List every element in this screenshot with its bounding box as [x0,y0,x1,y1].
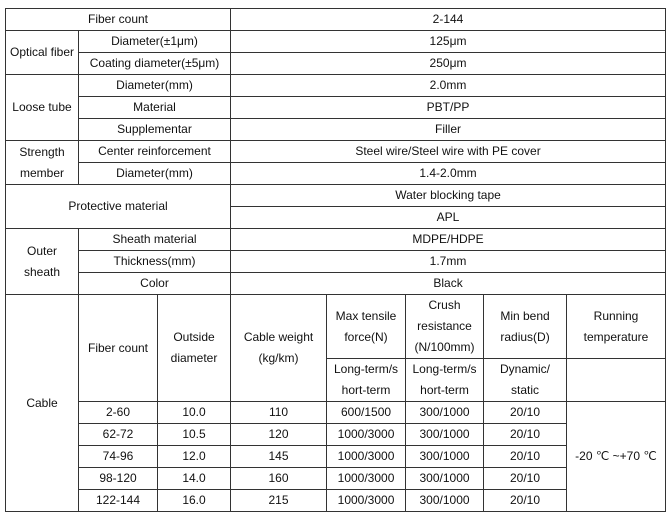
table-row: Diameter(mm) 1.4-2.0mm [6,162,667,185]
data-cell: 20/10 [483,489,568,512]
data-cell: 300/1000 [405,423,485,446]
column-header: Fiber count [78,294,158,402]
row-value: 2-144 [230,8,667,31]
row-label: Color [77,272,232,295]
row-label: Coating diameter(±5μm) [77,52,232,75]
data-cell: 2-60 [78,401,158,424]
table-row: Strength member Center reinforcement Steel… [5,140,667,185]
table-row: Cable Fiber count Outside diameter Cable we… [5,294,667,512]
group-label: Outer sheath [5,228,79,295]
data-cell: 1000/3000 [326,445,407,468]
data-cell: 98-120 [78,467,158,490]
group-label: Cable [5,294,79,512]
data-cell: 14.0 [156,467,232,490]
row-value: Filler [230,118,667,141]
table-row: Protective material Water blocking tape [4,184,667,229]
row-value: Black [230,272,667,295]
row-label: Fiber count [4,8,232,31]
table-row: Color Black [6,272,667,295]
group-label: Optical fiber [5,30,79,75]
row-label: Sheath material [77,228,232,251]
column-header: Cable weight (kg/km) [230,294,328,402]
data-cell: 122-144 [78,489,158,512]
table-row: Loose tube Diameter(mm) 2.0mm [5,74,667,141]
column-subheader: Long-term/s hort-term [326,358,407,402]
data-cell: 300/1000 [405,489,485,512]
data-cell: 215 [230,489,328,512]
table-row: 2-60 10.0 110 600/1500 300/1000 20/10 -20 ℃ ~+… [6,401,667,512]
temperature-cell: -20 ℃ ~+70 ℃ [566,401,667,512]
data-cell: 600/1500 [326,401,407,424]
group-label: Protective material [4,184,232,229]
column-header: Crush resistance (N/100mm) [405,294,485,359]
table-row: 98-120 14.0 160 1000/3000 300/1000 20/10 [6,467,666,490]
data-cell: 12.0 [156,445,232,468]
table-row: Optical fiber Diameter(±1μm) 125μm [5,30,667,75]
row-value: Steel wire/Steel wire with PE cover [230,140,667,163]
row-label: Diameter(mm) [77,74,232,97]
table-row: Supplementar Filler [6,118,667,141]
table-row: Outer sheath Sheath material MDPE/HDPE [5,228,667,295]
row-value: PBT/PP [230,96,667,119]
data-cell: 110 [230,401,328,424]
table-row: Long-term/s hort-term Long-term/s hort-te… [6,358,667,402]
data-cell: 20/10 [483,423,568,446]
row-value: 125μm [230,30,667,53]
data-cell: 160 [230,467,328,490]
row-label: Center reinforcement [77,140,232,163]
row-value: 2.0mm [230,74,667,97]
column-subheader: Dynamic/ static [483,358,568,402]
data-cell: 145 [230,445,328,468]
data-cell: 300/1000 [405,401,485,424]
data-cell: 20/10 [483,401,568,424]
row-value: 1.7mm [230,250,667,273]
data-cell: 62-72 [78,423,158,446]
cable-spec-table: Fiber count 2-144 Optical fiber Diameter(±1… [4,8,667,512]
data-cell: 300/1000 [405,467,485,490]
data-cell: 20/10 [483,445,568,468]
row-label: Diameter(mm) [77,162,232,185]
row-label: Thickness(mm) [77,250,232,273]
group-label: Strength member [5,140,79,185]
data-cell: 10.0 [156,401,232,424]
data-cell: 1000/3000 [326,467,407,490]
data-cell: 10.5 [156,423,232,446]
table-row: Coating diameter(±5μm) 250μm [6,52,667,75]
table-row: 62-72 10.5 120 1000/3000 300/1000 20/10 [6,423,666,446]
data-cell: 300/1000 [405,445,485,468]
table-row: Thickness(mm) 1.7mm [6,250,667,273]
data-cell: 120 [230,423,328,446]
row-value: Water blocking tape [230,184,667,207]
column-header: Outside diameter [156,294,232,402]
table-row: Fiber count 2-144 [4,8,667,31]
row-value: 1.4-2.0mm [230,162,667,185]
data-cell: 1000/3000 [326,423,407,446]
table-row: 122-144 16.0 215 1000/3000 300/1000 20/10 [6,489,666,512]
column-header: Min bend radius(D) [483,294,568,359]
group-label: Loose tube [5,74,79,141]
row-value: APL [230,206,667,229]
column-header: Max tensile force(N) [326,294,407,359]
data-cell: 1000/3000 [326,489,407,512]
data-cell: 74-96 [78,445,158,468]
empty-cell [566,358,667,402]
column-header: Running temperature [566,294,667,359]
column-subheader: Long-term/s hort-term [405,358,485,402]
table-row: 74-96 12.0 145 1000/3000 300/1000 20/10 [6,445,666,468]
data-cell: 20/10 [483,467,568,490]
row-label: Diameter(±1μm) [77,30,232,53]
row-value: MDPE/HDPE [230,228,667,251]
row-label: Supplementar [77,118,232,141]
row-label: Material [77,96,232,119]
data-cell: 16.0 [156,489,232,512]
row-value: 250μm [230,52,667,75]
table-row: Material PBT/PP [6,96,667,119]
